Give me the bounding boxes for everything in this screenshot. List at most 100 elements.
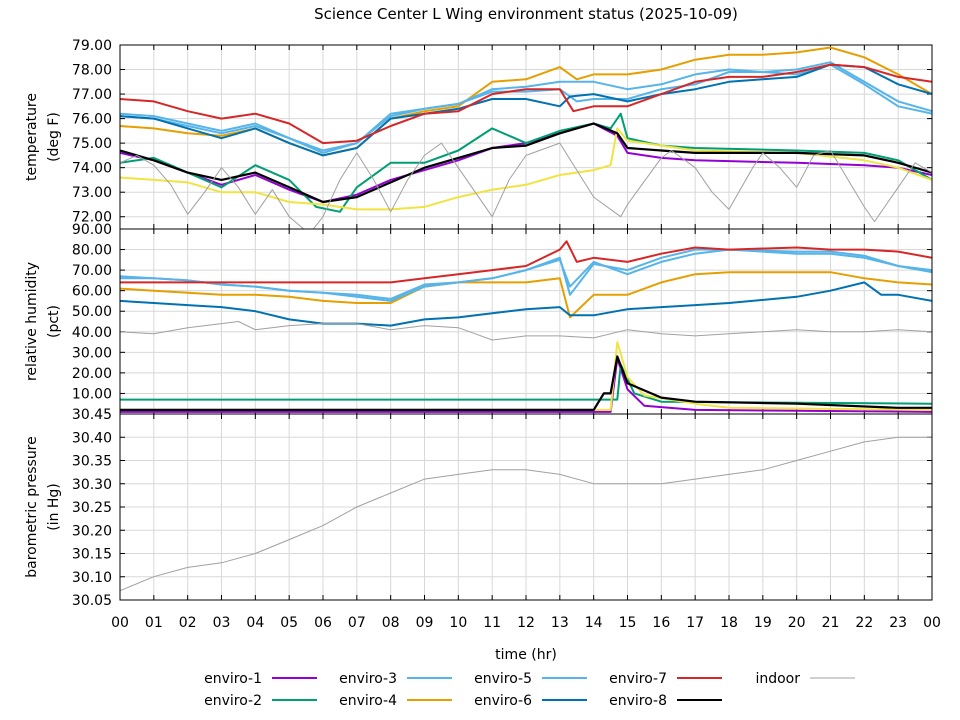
panel-frame <box>119 413 933 601</box>
legend-item-enviro-6: enviro-6 <box>474 693 587 709</box>
series-line-indoor <box>120 142 932 229</box>
legend-item-enviro-8: enviro-8 <box>609 693 722 709</box>
x-tick-label: 06 <box>314 615 332 631</box>
series-group <box>120 46 932 229</box>
chart-title: Science Center L Wing environment status… <box>314 5 738 23</box>
legend-item-enviro-5: enviro-5 <box>474 671 587 687</box>
legend-label: enviro-2 <box>204 693 262 709</box>
y-axis-label: barometric pressure <box>24 436 40 577</box>
legend-item-enviro-4: enviro-4 <box>339 693 452 709</box>
y-tick-label: 78.00 <box>72 63 112 79</box>
y-tick-label: 30.15 <box>72 547 112 563</box>
legend-item-enviro-7: enviro-7 <box>609 671 722 687</box>
y-tick-label: 30.25 <box>72 500 112 516</box>
series-line-enviro-1 <box>120 357 932 413</box>
legend-label: enviro-3 <box>339 671 397 687</box>
y-tick-label: 70.00 <box>72 263 112 279</box>
y-tick-label: 90.00 <box>72 222 112 238</box>
legend-item-enviro-1: enviro-1 <box>204 671 317 687</box>
x-tick-label: 21 <box>822 615 840 631</box>
x-tick-label: 02 <box>179 615 197 631</box>
series-line-enviro-8 <box>120 63 932 145</box>
series-line-enviro-8 <box>120 240 932 284</box>
x-tick-label: 13 <box>551 615 569 631</box>
y-tick-label: 77.00 <box>72 87 112 103</box>
y-tick-label: 60.00 <box>72 284 112 300</box>
y-tick-label: 50.00 <box>72 304 112 320</box>
y-tick-label: 73.00 <box>72 185 112 201</box>
y-tick-label: 79.00 <box>72 38 112 54</box>
legend-item-enviro-2: enviro-2 <box>204 693 317 709</box>
series-line-enviro-8 <box>120 122 932 204</box>
x-tick-label: 18 <box>720 615 738 631</box>
y-tick-label: 30.10 <box>72 570 112 586</box>
y-axis-label: (deg F) <box>46 112 62 162</box>
legend-label: enviro-1 <box>204 671 262 687</box>
series-line-enviro-6 <box>120 281 932 327</box>
x-tick-label: 08 <box>382 615 400 631</box>
y-axis-label: (in Hg) <box>46 483 62 531</box>
x-tick-label: 05 <box>280 615 298 631</box>
y-axis-label: temperature <box>24 93 40 181</box>
x-tick-label: 22 <box>855 615 873 631</box>
x-tick-label: 00 <box>111 615 129 631</box>
y-tick-label: 80.00 <box>72 243 112 259</box>
y-tick-label: 30.45 <box>72 407 112 423</box>
x-tick-label: 15 <box>619 615 637 631</box>
series-line-enviro-5 <box>120 248 932 302</box>
x-tick-label: 23 <box>889 615 907 631</box>
y-axis-label: relative humidity <box>24 262 40 381</box>
legend-label: enviro-5 <box>474 671 532 687</box>
series-line-indoor <box>120 436 932 592</box>
x-tick-label: 16 <box>652 615 670 631</box>
series-line-enviro-5 <box>120 63 932 152</box>
x-tick-label: 20 <box>788 615 806 631</box>
y-tick-label: 76.00 <box>72 112 112 128</box>
panel-temperature: 72.00 73.00 74.00 75.00 76.00 77.00 78.00 79.00… <box>24 38 933 230</box>
y-tick-label: 30.00 <box>72 345 112 361</box>
chart-panels: 72.00 73.00 74.00 75.00 76.00 77.00 78.00 79.00… <box>24 38 941 631</box>
x-tick-label: 04 <box>246 615 264 631</box>
legend-label: enviro-6 <box>474 693 532 709</box>
series-line-enviro-2 <box>120 112 932 213</box>
x-tick-label: 19 <box>754 615 772 631</box>
x-axis-label: time (hr) <box>495 647 557 663</box>
y-tick-label: 40.00 <box>72 325 112 341</box>
series-line-enviro-4 <box>120 271 932 319</box>
chart-legend: enviro-1 enviro-2 enviro-3 enviro-4 enviro-5… <box>204 671 855 709</box>
series-line-enviro-7 <box>120 127 932 211</box>
y-tick-label: 30.05 <box>72 593 112 609</box>
y-tick-label: 30.30 <box>72 477 112 493</box>
legend-label: enviro-8 <box>609 693 667 709</box>
series-line-indoor <box>120 321 932 341</box>
series-line-enviro-8 <box>120 355 932 411</box>
y-tick-label: 20.00 <box>72 366 112 382</box>
panel-pressure: 30.05 30.10 30.15 30.20 30.25 30.30 30.35 30.40… <box>24 407 933 609</box>
series-line-enviro-3 <box>120 61 932 154</box>
x-tick-label: 14 <box>585 615 603 631</box>
x-tick-label: 10 <box>449 615 467 631</box>
x-tick-label: 03 <box>213 615 231 631</box>
x-tick-label: 09 <box>416 615 434 631</box>
panel-humidity: 10.00 20.00 30.00 40.00 50.00 60.00 70.00 80.00… <box>24 222 933 415</box>
y-tick-label: 10.00 <box>72 386 112 402</box>
x-tick-label: 12 <box>517 615 535 631</box>
y-axis-label: (pct) <box>46 305 62 338</box>
y-tick-label: 30.40 <box>72 430 112 446</box>
series-line-enviro-6 <box>120 63 932 157</box>
y-tick-label: 74.00 <box>72 161 112 177</box>
legend-item-indoor: indoor <box>755 671 855 687</box>
series-group <box>120 436 932 592</box>
y-tick-label: 72.00 <box>72 210 112 226</box>
legend-label: enviro-4 <box>339 693 397 709</box>
legend-label: enviro-7 <box>609 671 667 687</box>
x-tick-label: 00 <box>923 615 941 631</box>
x-tick-label: 17 <box>686 615 704 631</box>
y-tick-label: 30.20 <box>72 523 112 539</box>
series-group <box>120 240 932 413</box>
x-tick-label: 11 <box>483 615 501 631</box>
y-tick-label: 30.35 <box>72 454 112 470</box>
y-tick-label: 75.00 <box>72 136 112 152</box>
legend-label: indoor <box>755 671 800 687</box>
